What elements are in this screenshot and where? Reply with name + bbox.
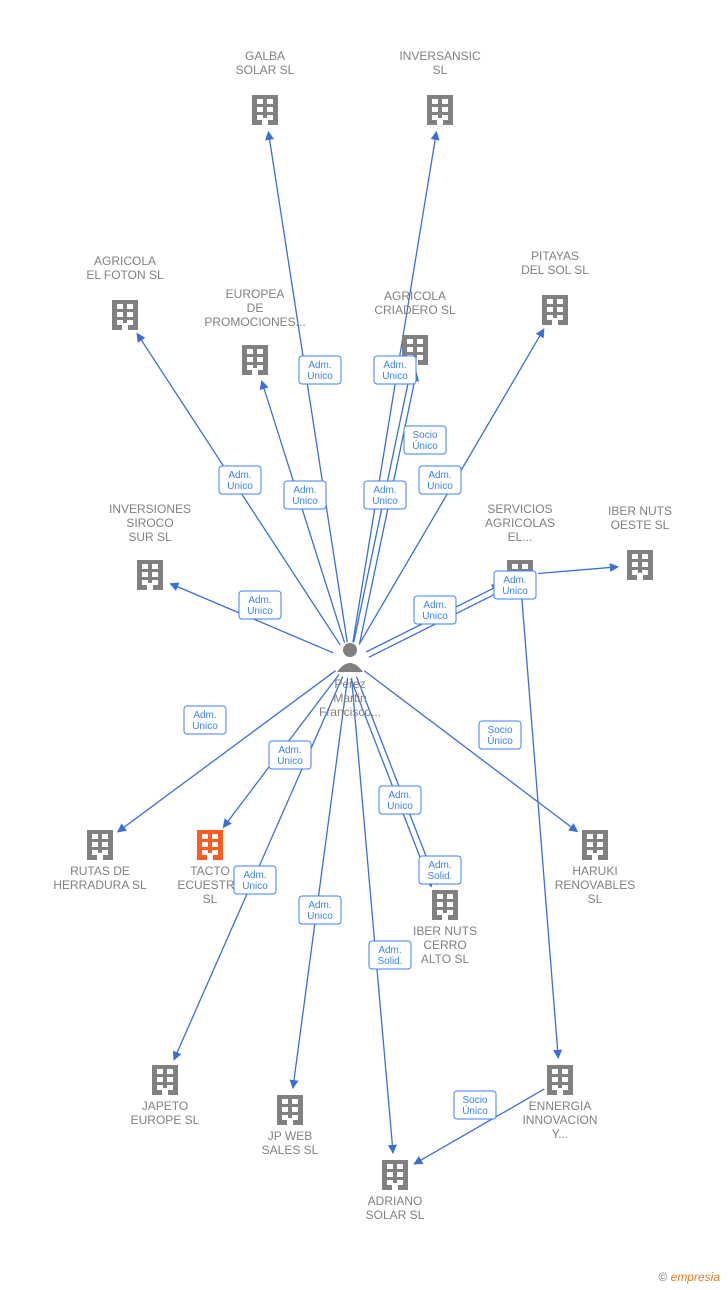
edge-label-text: SocioÚnico bbox=[412, 430, 438, 452]
company-node[interactable]: INVERSANSICSL bbox=[399, 49, 481, 125]
company-label: SERVICIOSAGRICOLASEL... bbox=[485, 502, 555, 544]
company-label: RUTAS DEHERRADURA SL bbox=[53, 864, 147, 892]
edge bbox=[268, 132, 347, 642]
edge bbox=[521, 593, 558, 1058]
building-icon bbox=[382, 1160, 408, 1190]
building-icon bbox=[242, 345, 268, 375]
nodes-layer: PerezMartinFrancisco... GALBASOLAR SL INVE… bbox=[53, 49, 672, 1222]
footer-copyright: © empresia bbox=[658, 1270, 720, 1284]
building-icon bbox=[432, 890, 458, 920]
edge-label-text: SocioÚnico bbox=[462, 1095, 488, 1117]
edge bbox=[293, 678, 348, 1088]
building-icon bbox=[152, 1065, 178, 1095]
building-icon bbox=[427, 95, 453, 125]
edge-label-text: Adm.Unico bbox=[372, 485, 398, 507]
edge-label-text: Adm.Unico bbox=[502, 575, 528, 597]
company-node[interactable]: ADRIANOSOLAR SL bbox=[366, 1160, 425, 1222]
svg-text:PerezMartinFrancisco...: PerezMartinFrancisco... bbox=[319, 677, 381, 719]
center-node[interactable]: PerezMartinFrancisco... bbox=[319, 643, 381, 719]
edge-label-text: Adm.Unico bbox=[227, 470, 253, 492]
edge bbox=[538, 567, 618, 574]
company-label: INVERSANSICSL bbox=[399, 49, 481, 77]
edge-label-text: Adm.Solid. bbox=[377, 945, 402, 967]
company-node[interactable]: GALBASOLAR SL bbox=[236, 49, 295, 125]
building-icon bbox=[277, 1095, 303, 1125]
company-node[interactable]: AGRICOLACRIADERO SL bbox=[374, 289, 456, 365]
company-node[interactable]: IBER NUTSCERROALTO SL bbox=[413, 890, 477, 966]
company-node[interactable]: PITAYASDEL SOL SL bbox=[521, 249, 589, 325]
edge-label-text: Adm.Unico bbox=[387, 790, 413, 812]
edge bbox=[352, 678, 394, 1153]
edge-label-text: Adm.Unico bbox=[292, 485, 318, 507]
company-label: JAPETOEUROPE SL bbox=[131, 1099, 200, 1127]
building-icon bbox=[87, 830, 113, 860]
company-node[interactable]: JAPETOEUROPE SL bbox=[131, 1065, 200, 1127]
company-node[interactable]: TACTOECUESTRESL bbox=[177, 830, 242, 906]
company-label: AGRICOLAEL FOTON SL bbox=[86, 254, 164, 282]
company-label: AGRICOLACRIADERO SL bbox=[374, 289, 456, 317]
company-label: EUROPEADEPROMOCIONES... bbox=[204, 287, 305, 329]
company-node[interactable]: HARUKIRENOVABLESSL bbox=[555, 830, 635, 906]
company-label: PITAYASDEL SOL SL bbox=[521, 249, 589, 277]
edge-label-text: Adm.Unico bbox=[247, 595, 273, 617]
edge-label-text: Adm.Unico bbox=[277, 745, 303, 767]
building-icon bbox=[137, 560, 163, 590]
company-node[interactable]: IBER NUTSOESTE SL bbox=[608, 504, 672, 580]
company-node[interactable]: AGRICOLAEL FOTON SL bbox=[86, 254, 164, 330]
network-diagram: PerezMartinFrancisco... GALBASOLAR SL INVE… bbox=[0, 0, 728, 1290]
company-label: ENNERGIAINNOVACIONY... bbox=[522, 1099, 597, 1141]
building-icon bbox=[252, 95, 278, 125]
edge-label-text: Adm.Unico bbox=[307, 900, 333, 922]
company-label: JP WEBSALES SL bbox=[262, 1129, 319, 1157]
person-icon bbox=[337, 643, 363, 672]
edge-label-text: Adm.Unico bbox=[422, 600, 448, 622]
edge bbox=[353, 132, 437, 643]
company-label: HARUKIRENOVABLESSL bbox=[555, 864, 635, 906]
edge-label-text: SocioÚnico bbox=[487, 725, 513, 747]
edge-label-text: Adm.Unico bbox=[192, 710, 218, 732]
company-node[interactable]: RUTAS DEHERRADURA SL bbox=[53, 830, 147, 892]
edges-layer bbox=[118, 132, 618, 1164]
edge-labels-layer: Adm.Unico Adm.Unico SocioÚnico Adm.Unico Adm… bbox=[184, 356, 536, 1119]
edge-label-text: Adm.Solid. bbox=[427, 860, 452, 882]
company-node[interactable]: EUROPEADEPROMOCIONES... bbox=[204, 287, 305, 375]
building-icon bbox=[582, 830, 608, 860]
building-icon bbox=[197, 830, 223, 860]
building-icon bbox=[547, 1065, 573, 1095]
building-icon bbox=[542, 295, 568, 325]
edge-label-text: Adm.Unico bbox=[427, 470, 453, 492]
edge-label-text: Adm.Unico bbox=[307, 360, 333, 382]
edge-label-text: Adm.Unico bbox=[242, 870, 268, 892]
building-icon bbox=[112, 300, 138, 330]
company-node[interactable]: ENNERGIAINNOVACIONY... bbox=[522, 1065, 597, 1141]
company-label: GALBASOLAR SL bbox=[236, 49, 295, 77]
company-node[interactable]: INVERSIONESSIROCOSUR SL bbox=[109, 502, 191, 590]
edge-label-text: Adm.Unico bbox=[382, 360, 408, 382]
company-label: INVERSIONESSIROCOSUR SL bbox=[109, 502, 191, 544]
building-icon bbox=[627, 550, 653, 580]
company-label: TACTOECUESTRESL bbox=[177, 864, 242, 906]
company-node[interactable]: JP WEBSALES SL bbox=[262, 1095, 319, 1157]
company-label: IBER NUTSOESTE SL bbox=[608, 504, 672, 532]
company-label: IBER NUTSCERROALTO SL bbox=[413, 924, 477, 966]
company-label: ADRIANOSOLAR SL bbox=[366, 1194, 425, 1222]
